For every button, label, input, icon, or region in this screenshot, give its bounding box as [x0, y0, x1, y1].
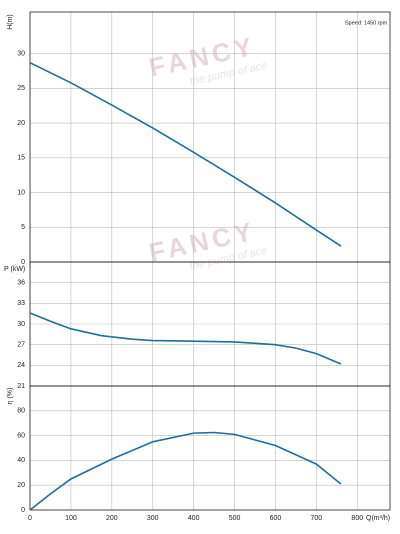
y-tick-label: 30: [17, 51, 25, 58]
x-tick-label: 700: [311, 515, 323, 522]
y-tick-label: 21: [17, 383, 25, 390]
y-tick-label: 20: [17, 482, 25, 489]
x-tick-label: 300: [147, 515, 159, 522]
y-tick-label: 20: [17, 120, 25, 127]
curve: [29, 431, 342, 511]
panel-frame: [29, 385, 391, 511]
y-tick-label: 40: [17, 457, 25, 464]
y-axis-label: P (kW): [4, 266, 25, 273]
y-tick-label: 25: [17, 85, 25, 92]
x-axis-label: Q(m³/h): [366, 515, 390, 522]
x-tick-label: 600: [270, 515, 282, 522]
curve: [29, 61, 342, 247]
x-tick-label: 400: [188, 515, 200, 522]
curve: [29, 312, 342, 365]
y-tick-label: 33: [17, 300, 25, 307]
y-tick-label: 15: [17, 155, 25, 162]
y-tick-label: 10: [17, 189, 25, 196]
y-tick-label: 30: [17, 321, 25, 328]
y-axis-label: η (%): [7, 388, 14, 405]
y-tick-label: 24: [17, 362, 25, 369]
y-tick-label: 36: [17, 280, 25, 287]
y-tick-label: 5: [21, 224, 25, 231]
x-tick-label: 100: [65, 515, 77, 522]
y-tick-label: 27: [17, 342, 25, 349]
y-tick-label: 80: [17, 408, 25, 415]
y-tick-label: 60: [17, 432, 25, 439]
y-tick-label: 0: [21, 259, 25, 266]
annotation: Speed: 1450 rpm: [345, 20, 388, 26]
x-tick-label: 200: [106, 515, 118, 522]
y-tick-label: 0: [21, 507, 25, 514]
y-axis-label: H(m): [7, 14, 14, 30]
x-tick-label: 500: [229, 515, 241, 522]
x-tick-label: 800: [351, 515, 363, 522]
x-tick-label: 0: [28, 515, 32, 522]
